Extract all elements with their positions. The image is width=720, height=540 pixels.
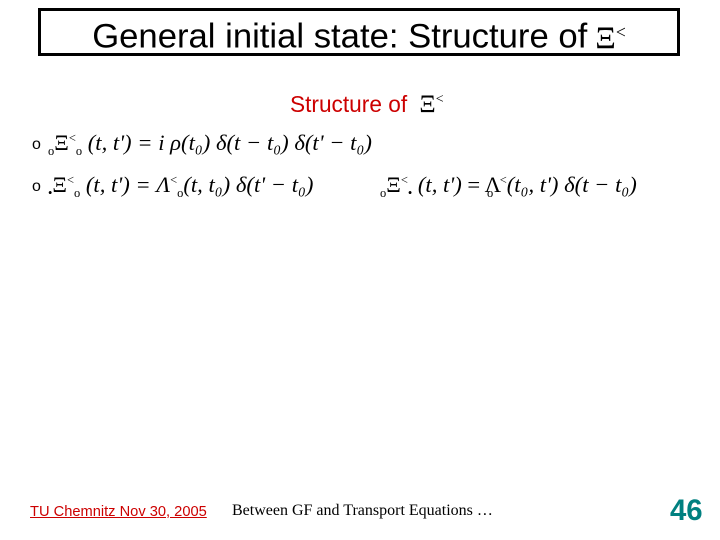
bullet-1: o (32, 136, 41, 154)
title-box: General initial state: Structure of Ξ< (38, 8, 680, 56)
xi-symbol-subtitle: Ξ< (419, 90, 443, 118)
subtitle: Structure of Ξ< (290, 90, 444, 119)
equation-3: oΞ<• (t, t') = ΛoΛ<(t₀, t') δ(t − t₀) (380, 172, 637, 202)
footer-left: TU Chemnitz Nov 30, 2005 (30, 504, 207, 520)
page-title: General initial state: Structure of (92, 17, 587, 55)
equation-2: •Ξ<o (t, t') = Λ<o(t, t₀) δ(t' − t₀) (48, 172, 313, 202)
subtitle-text: Structure of (290, 91, 407, 117)
page-number: 46 (670, 494, 703, 528)
footer-center: Between GF and Transport Equations … (232, 502, 493, 520)
xi-symbol-title: Ξ< (595, 9, 626, 60)
bullet-2: o (32, 178, 41, 196)
slide: General initial state: Structure of Ξ< S… (0, 0, 720, 540)
equation-1: oΞ<o (t, t') = i ρ(t₀) δ(t − t₀) δ(t' − … (48, 130, 372, 160)
